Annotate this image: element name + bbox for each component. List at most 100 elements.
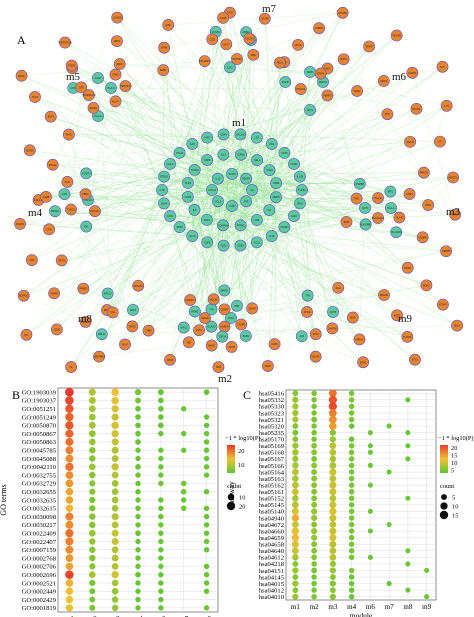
network-node: THBD [142, 324, 155, 337]
module-label-m3: m3 [446, 206, 461, 218]
data-point [328, 395, 337, 404]
module-label-m5: m5 [66, 71, 81, 83]
network-edge [125, 85, 218, 202]
network-edge [206, 207, 366, 221]
network-node: TNFRSF13B [58, 36, 72, 49]
y-tick-label: hsa05164 [259, 469, 285, 476]
network-node: MS4A1 [46, 158, 59, 171]
network-edge [163, 47, 213, 191]
network-node-label: FABP4 [50, 292, 58, 295]
y-tick-label: hsa04660 [259, 528, 285, 535]
data-point [311, 534, 318, 541]
data-point [328, 389, 337, 398]
data-point [348, 567, 355, 574]
network-node-label: TAP1 [354, 198, 360, 201]
network-node-label: DUSP1 [312, 356, 321, 359]
data-point [329, 514, 337, 522]
network-node: TBX21 [401, 261, 414, 274]
data-point [311, 574, 317, 580]
network-node: ALB [295, 330, 308, 343]
network-node-label: PLAT [122, 343, 128, 346]
x-tick-label: m8 [202, 615, 211, 617]
network-node-label: NOD2 [354, 90, 361, 93]
data-point [65, 512, 74, 521]
network-edge [64, 42, 295, 165]
network-node-label: SERPINE1 [93, 356, 105, 359]
color-legend-tick: 5 [451, 467, 454, 474]
network-node: ETS1 [409, 353, 421, 366]
y-tick-label: hsa05321 [259, 417, 284, 424]
data-point [311, 455, 318, 462]
data-point [65, 537, 74, 546]
network-node: IGKC [162, 19, 175, 31]
network-node-label: IKZF1 [394, 314, 401, 317]
y-axis-label: Pathway [227, 481, 236, 509]
network-edge [251, 12, 343, 191]
network-edge [61, 163, 171, 261]
network-node-label: MAF [350, 317, 356, 320]
data-point [203, 439, 210, 445]
data-point [134, 389, 142, 396]
module-label-m8: m8 [78, 313, 93, 325]
data-point [65, 404, 74, 413]
network-node: ITGAM [188, 163, 201, 176]
data-point [203, 464, 210, 470]
data-point [329, 593, 336, 600]
network-edge [194, 209, 275, 345]
network-node-label: CD74 [362, 207, 369, 210]
data-point [348, 548, 355, 554]
network-edge [56, 215, 171, 330]
data-point [135, 414, 141, 420]
data-point [311, 390, 317, 397]
data-point [424, 567, 430, 574]
data-point [65, 437, 74, 446]
data-point [111, 488, 119, 496]
data-point [311, 436, 317, 442]
network-node: MKI67 [205, 339, 218, 352]
data-point [329, 429, 336, 436]
data-point [329, 468, 337, 476]
network-node: PAX5 [62, 128, 75, 141]
data-point [348, 449, 355, 456]
data-point [181, 430, 187, 437]
network-node-label: CD40 [273, 182, 280, 185]
data-point [111, 571, 119, 579]
network-edge [115, 74, 163, 191]
network-node: LYN [440, 99, 453, 112]
network-edge [61, 226, 285, 261]
y-tick-label: hsa05323 [259, 410, 285, 417]
data-point [180, 480, 187, 487]
color-legend-tick: 10 [451, 460, 457, 467]
network-node: ADIPOQ [17, 289, 30, 302]
network-node: TICAM1 [390, 29, 403, 42]
network-node-label: FOS [168, 215, 173, 218]
data-point [111, 521, 119, 529]
data-point [348, 515, 355, 521]
x-tick-label: m9 [422, 603, 431, 611]
network-node-label: BANK1 [90, 107, 99, 110]
network-node: FOXP3 [437, 298, 449, 311]
y-tick-label: GO:0030098 [22, 514, 57, 521]
network-edge [132, 183, 360, 327]
y-tick-label: hsa05169 [259, 443, 285, 450]
network-edge [293, 163, 308, 296]
network-edge [240, 39, 252, 246]
network-node-label: FGA [336, 287, 341, 290]
network-node: TNF [240, 195, 253, 208]
data-point [158, 472, 164, 478]
x-tick-label: m4 [134, 615, 143, 617]
network-node: CEBPA [416, 231, 429, 244]
network-node-label: IL13 [221, 154, 226, 157]
network-edge [412, 72, 456, 215]
data-point [65, 429, 74, 438]
y-tick-label: hsa04658 [259, 542, 285, 549]
network-node-label: CD38 [220, 17, 227, 20]
network-edge [48, 31, 216, 230]
color-legend-bar [227, 445, 235, 473]
network-node: PRKCB [417, 166, 430, 179]
network-node: IKZF1 [391, 309, 403, 322]
network-node: POU2AF1 [198, 55, 211, 68]
network-node: TLR2 [217, 239, 230, 252]
network-node-label: PPARG [79, 288, 87, 291]
size-legend-title: count [227, 483, 241, 490]
